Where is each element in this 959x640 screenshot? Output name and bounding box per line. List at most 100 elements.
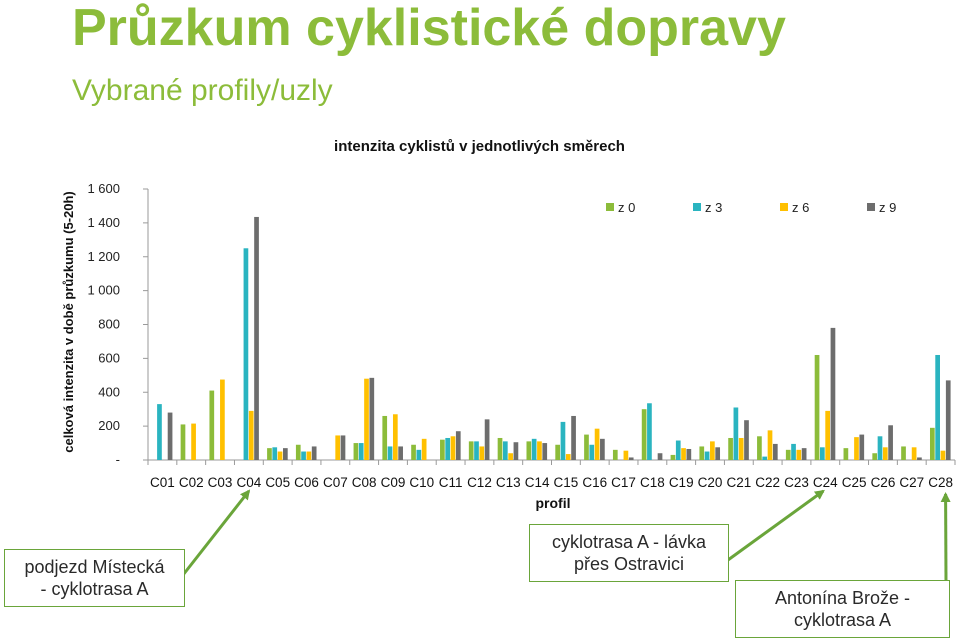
- x-tick-label: C25: [842, 475, 867, 490]
- bar-z0-C26: [872, 453, 878, 460]
- bar-z0-C11: [440, 439, 445, 460]
- annotation-text: - cyklotrasa A: [40, 579, 149, 599]
- chart-legend: z 0 z 3 z 6 z 9: [606, 200, 896, 215]
- bar-z3-C18: [647, 403, 652, 460]
- annotation-arrows: [181, 489, 951, 583]
- bar-z6-C07: [335, 435, 341, 460]
- x-tick-label: C19: [669, 475, 694, 490]
- y-tick-label: 1 400: [87, 215, 120, 230]
- bar-z9-C17: [628, 457, 634, 460]
- bar-z3-C05: [272, 447, 278, 460]
- bar-z0-C23: [785, 449, 791, 460]
- bar-z9-C28: [945, 380, 951, 460]
- x-tick-label: C11: [439, 475, 463, 490]
- x-tick-label: C28: [928, 475, 953, 490]
- x-tick-label: C06: [294, 475, 319, 490]
- page-subtitle: Vybrané profily/uzly: [72, 74, 333, 107]
- bar-z6-C03: [220, 379, 225, 460]
- x-tick-label: C26: [871, 475, 896, 490]
- x-tick-label: C18: [640, 475, 665, 490]
- y-tick-label: 1 600: [87, 181, 120, 196]
- bar-z0-C15: [555, 444, 561, 460]
- annotation-box-podjezd-mistecka: podjezd Místecká - cyklotrasa A: [4, 549, 185, 607]
- y-tick-label: 600: [98, 350, 120, 365]
- bar-z0-C22: [757, 436, 762, 460]
- bar-z6-C22: [767, 430, 773, 460]
- bar-z3-C09: [387, 446, 393, 460]
- bar-z3-C15: [560, 421, 566, 460]
- annotation-arrow: [181, 489, 251, 576]
- bar-z0-C16: [584, 434, 589, 460]
- y-tick-label: 400: [98, 384, 120, 399]
- bar-z6-C11: [450, 436, 456, 460]
- bar-z0-C10: [411, 444, 416, 460]
- legend-swatch: [693, 203, 701, 211]
- bar-z6-C16: [594, 428, 600, 460]
- x-tick-label: C16: [582, 475, 607, 490]
- bar-z9-C12: [484, 419, 490, 460]
- x-tick-label: C05: [265, 475, 290, 490]
- bar-z9-C09: [398, 446, 403, 460]
- bar-z0-C13: [497, 437, 503, 460]
- x-tick-label: C02: [179, 475, 204, 490]
- annotation-box-lavka-ostravice: cyklotrasa A - lávka přes Ostravici: [529, 524, 729, 582]
- x-tick-label: C03: [208, 475, 233, 490]
- bar-z0-C25: [843, 448, 849, 460]
- bar-z9-C18: [657, 453, 663, 460]
- bar-z9-C21: [744, 420, 749, 460]
- x-tick-label: C14: [525, 475, 550, 490]
- bar-z0-C09: [382, 415, 388, 460]
- y-axis-label: celková intenzita v době průzkumu (5-20h…: [61, 191, 76, 453]
- bar-z3-C10: [416, 449, 422, 460]
- bar-z3-C12: [474, 441, 479, 460]
- x-tick-label: C01: [150, 475, 175, 490]
- annotation-text: cyklotrasa A: [793, 610, 892, 630]
- annotation-text: podjezd Místecká: [24, 557, 165, 577]
- bar-z0-C14: [526, 441, 532, 460]
- bar-z6-C17: [623, 450, 629, 460]
- y-tick-label: 1 200: [87, 249, 120, 264]
- bar-z6-C10: [421, 438, 427, 460]
- chart-bars: [157, 216, 951, 460]
- bar-z9-C14: [542, 443, 548, 460]
- chart-axes: - 200 400 600 800 1 000 1 200 1 400 1 600 C01 C02 C…: [87, 181, 956, 490]
- y-tick-label: 800: [98, 317, 120, 332]
- x-tick-label: C13: [496, 475, 521, 490]
- bar-z0-C21: [728, 437, 733, 460]
- bar-z6-C23: [796, 449, 802, 460]
- bar-z3-C08: [358, 443, 364, 460]
- legend-swatch: [780, 203, 788, 211]
- bar-z6-C04: [248, 410, 254, 460]
- bar-z6-C25: [854, 437, 859, 460]
- bar-z3-C22: [762, 456, 768, 460]
- bar-z3-C20: [704, 451, 710, 460]
- x-tick-label: C10: [409, 475, 434, 490]
- bar-z9-C25: [859, 434, 865, 460]
- bar-z3-C14: [531, 438, 537, 460]
- x-tick-label: C15: [554, 475, 579, 490]
- bar-z9-C20: [715, 447, 721, 460]
- bar-z9-C06: [311, 446, 317, 460]
- bar-z0-C02: [180, 424, 186, 460]
- y-tick-label: -: [116, 452, 120, 467]
- annotation-text: Antonína Brože -: [774, 588, 911, 608]
- bar-z0-C19: [670, 454, 676, 460]
- bar-z6-C26: [882, 447, 888, 460]
- bar-z3-C23: [791, 443, 796, 460]
- bar-z6-C02: [191, 423, 196, 460]
- legend-label: z 0: [618, 200, 635, 215]
- bar-z3-C21: [733, 407, 739, 460]
- bar-z9-C07: [340, 435, 346, 460]
- legend-label: z 6: [792, 200, 809, 215]
- bar-z9-C08: [369, 377, 375, 460]
- annotation-text: přes Ostravici: [573, 554, 685, 574]
- bar-z9-C13: [513, 442, 519, 460]
- x-tick-label: C21: [726, 475, 751, 490]
- legend-swatch: [606, 203, 614, 211]
- legend-label: z 9: [879, 200, 896, 215]
- bar-z3-C06: [301, 451, 306, 460]
- bar-z9-C16: [600, 438, 605, 460]
- bar-z6-C12: [479, 446, 485, 460]
- bar-z0-C18: [641, 409, 647, 460]
